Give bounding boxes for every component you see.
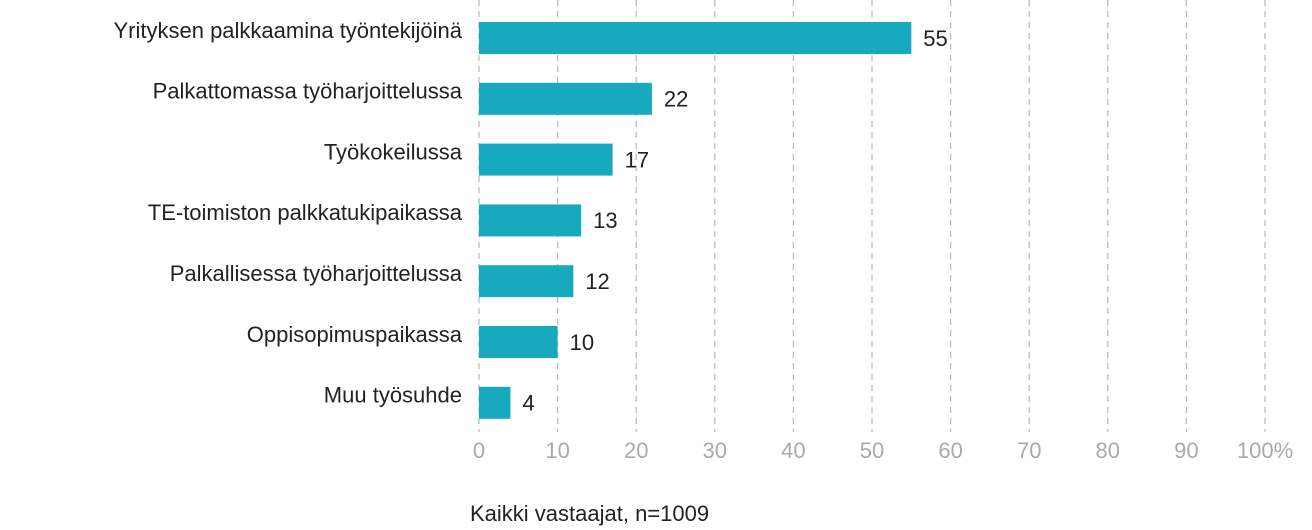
value-label: 55 bbox=[923, 26, 947, 51]
bar bbox=[479, 265, 574, 298]
x-tick-label: 50 bbox=[860, 438, 884, 463]
bar bbox=[479, 143, 613, 176]
x-tick-label: 30 bbox=[703, 438, 727, 463]
value-label: 4 bbox=[522, 391, 534, 416]
x-tick-label: 20 bbox=[624, 438, 648, 463]
bar bbox=[479, 22, 912, 54]
x-tick-label: 70 bbox=[1017, 438, 1041, 463]
x-axis-label: Kaikki vastaajat, n=1009 bbox=[470, 501, 709, 526]
bar bbox=[479, 204, 582, 237]
y-tick-label: TE-toimiston palkkatukipaikassa bbox=[148, 200, 463, 225]
x-tick-label: 90 bbox=[1174, 438, 1198, 463]
value-label: 13 bbox=[593, 208, 617, 233]
y-tick-label: Palkallisessa työharjoittelussa bbox=[170, 261, 463, 286]
x-tick-label: 0 bbox=[473, 438, 485, 463]
y-tick-label: Muu työsuhde bbox=[324, 383, 462, 408]
y-tick-label: Palkattomassa työharjoittelussa bbox=[153, 79, 463, 104]
value-label: 22 bbox=[664, 87, 688, 112]
bar bbox=[479, 326, 558, 358]
x-tick-label: 60 bbox=[938, 438, 962, 463]
x-tick-label: 100% bbox=[1237, 438, 1293, 463]
x-tick-label: 80 bbox=[1096, 438, 1120, 463]
y-tick-label: Oppisopimuspaikassa bbox=[247, 322, 463, 347]
value-label: 17 bbox=[625, 147, 649, 172]
bar bbox=[479, 386, 511, 419]
value-label: 12 bbox=[585, 269, 609, 294]
bar bbox=[479, 82, 652, 115]
y-tick-label: Yrityksen palkkaamina työntekijöinä bbox=[113, 18, 462, 43]
x-tick-label: 10 bbox=[545, 438, 569, 463]
x-tick-label: 40 bbox=[781, 438, 805, 463]
y-tick-label: Työkokeilussa bbox=[324, 139, 463, 164]
value-label: 10 bbox=[570, 330, 594, 355]
